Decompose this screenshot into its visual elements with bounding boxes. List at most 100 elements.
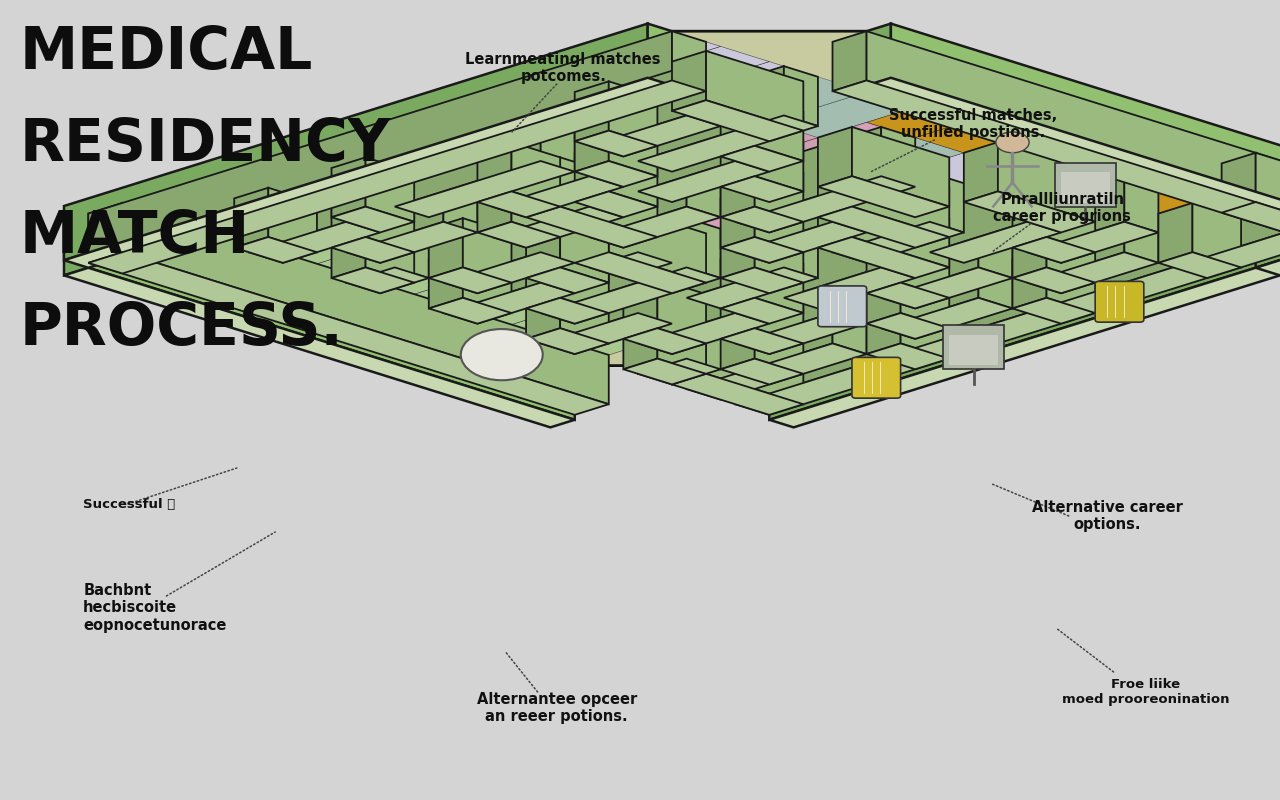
Polygon shape bbox=[867, 343, 950, 370]
Polygon shape bbox=[526, 153, 623, 183]
Polygon shape bbox=[686, 310, 721, 370]
Polygon shape bbox=[672, 51, 707, 111]
Polygon shape bbox=[429, 183, 526, 214]
Polygon shape bbox=[686, 294, 832, 389]
Polygon shape bbox=[721, 146, 804, 172]
Polygon shape bbox=[526, 298, 609, 324]
Polygon shape bbox=[526, 328, 609, 354]
Polygon shape bbox=[463, 218, 512, 282]
Polygon shape bbox=[867, 282, 950, 309]
Polygon shape bbox=[721, 127, 755, 187]
Polygon shape bbox=[637, 203, 672, 263]
Polygon shape bbox=[589, 158, 623, 218]
Polygon shape bbox=[623, 153, 721, 183]
Polygon shape bbox=[526, 249, 561, 309]
Polygon shape bbox=[818, 206, 950, 248]
Polygon shape bbox=[721, 328, 804, 354]
Polygon shape bbox=[783, 218, 818, 278]
Polygon shape bbox=[672, 325, 707, 385]
Polygon shape bbox=[637, 264, 735, 343]
Text: Alternantee opceer
an reeer potions.: Alternantee opceer an reeer potions. bbox=[476, 692, 637, 724]
Text: MEDICAL: MEDICAL bbox=[19, 24, 312, 81]
Bar bbox=[943, 326, 1005, 370]
Polygon shape bbox=[429, 267, 512, 294]
Polygon shape bbox=[88, 252, 609, 415]
Polygon shape bbox=[1012, 244, 1110, 274]
Polygon shape bbox=[429, 214, 526, 244]
Polygon shape bbox=[623, 279, 658, 339]
Polygon shape bbox=[540, 234, 575, 294]
Polygon shape bbox=[721, 279, 755, 339]
Polygon shape bbox=[589, 252, 672, 278]
Polygon shape bbox=[721, 237, 804, 263]
Polygon shape bbox=[891, 23, 1280, 230]
Polygon shape bbox=[929, 173, 964, 233]
Polygon shape bbox=[658, 310, 707, 374]
Polygon shape bbox=[735, 313, 867, 354]
Polygon shape bbox=[429, 298, 512, 324]
Text: Successful matches,
unfilled postions.: Successful matches, unfilled postions. bbox=[888, 108, 1057, 140]
Polygon shape bbox=[429, 244, 575, 290]
Polygon shape bbox=[477, 259, 575, 290]
Polygon shape bbox=[88, 31, 672, 263]
Polygon shape bbox=[429, 229, 575, 274]
Polygon shape bbox=[686, 66, 721, 126]
Polygon shape bbox=[1027, 173, 1061, 233]
Polygon shape bbox=[755, 249, 804, 313]
Polygon shape bbox=[429, 229, 575, 274]
Polygon shape bbox=[394, 161, 575, 218]
Polygon shape bbox=[637, 358, 721, 385]
Polygon shape bbox=[735, 264, 769, 324]
Polygon shape bbox=[575, 82, 609, 142]
Polygon shape bbox=[526, 214, 721, 274]
Polygon shape bbox=[721, 188, 755, 248]
Polygon shape bbox=[818, 188, 852, 248]
Polygon shape bbox=[735, 127, 881, 222]
Polygon shape bbox=[901, 264, 950, 328]
Polygon shape bbox=[234, 237, 317, 263]
Polygon shape bbox=[623, 358, 707, 385]
Polygon shape bbox=[609, 142, 658, 206]
Polygon shape bbox=[477, 153, 623, 198]
Polygon shape bbox=[477, 191, 561, 218]
Polygon shape bbox=[686, 218, 721, 278]
Polygon shape bbox=[589, 115, 721, 157]
Polygon shape bbox=[867, 234, 901, 294]
Polygon shape bbox=[672, 374, 804, 415]
Polygon shape bbox=[1012, 214, 1110, 244]
Polygon shape bbox=[1124, 203, 1158, 263]
Polygon shape bbox=[707, 51, 804, 130]
Polygon shape bbox=[721, 244, 818, 274]
Polygon shape bbox=[589, 206, 721, 248]
Polygon shape bbox=[735, 176, 915, 233]
Polygon shape bbox=[1061, 138, 1256, 198]
Polygon shape bbox=[818, 127, 852, 187]
Polygon shape bbox=[332, 188, 366, 248]
Polygon shape bbox=[818, 274, 915, 305]
Polygon shape bbox=[783, 66, 818, 126]
Polygon shape bbox=[575, 130, 658, 157]
Text: Learnmeatingl matches
potcomes.: Learnmeatingl matches potcomes. bbox=[466, 52, 660, 84]
Polygon shape bbox=[721, 206, 804, 233]
FancyBboxPatch shape bbox=[852, 358, 901, 398]
Polygon shape bbox=[429, 218, 463, 278]
Polygon shape bbox=[492, 176, 623, 218]
Bar bbox=[1061, 172, 1110, 202]
Polygon shape bbox=[832, 294, 867, 354]
Polygon shape bbox=[623, 290, 769, 335]
Polygon shape bbox=[637, 112, 735, 191]
Polygon shape bbox=[818, 153, 1012, 214]
Polygon shape bbox=[901, 294, 950, 358]
Polygon shape bbox=[686, 267, 818, 309]
Polygon shape bbox=[1221, 202, 1280, 243]
Polygon shape bbox=[346, 218, 394, 282]
Polygon shape bbox=[332, 237, 415, 263]
Polygon shape bbox=[721, 158, 755, 218]
Polygon shape bbox=[540, 112, 575, 172]
Polygon shape bbox=[477, 305, 672, 366]
Polygon shape bbox=[366, 188, 415, 252]
Polygon shape bbox=[526, 244, 721, 305]
Polygon shape bbox=[721, 97, 755, 157]
Polygon shape bbox=[637, 310, 686, 374]
Polygon shape bbox=[1193, 203, 1242, 267]
